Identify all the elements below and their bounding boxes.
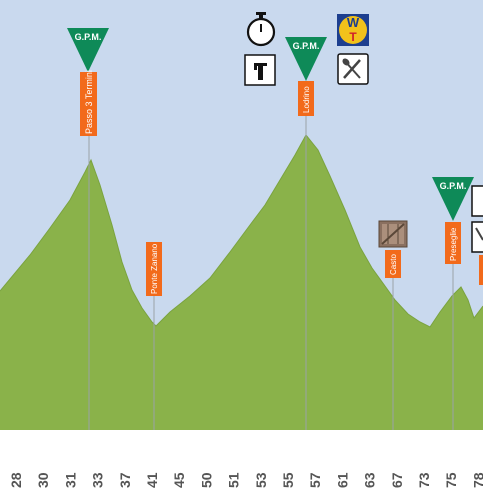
km-tick-label: 37 <box>117 472 133 488</box>
km-tick-label: 50 <box>198 472 214 488</box>
gpm-marker-1: G.P.M. <box>67 28 109 72</box>
km-tick-label: 33 <box>90 472 106 488</box>
feed-zone-icon <box>337 53 369 85</box>
gpm-triangle-icon <box>285 37 327 81</box>
km-tick-label: 51 <box>226 472 242 488</box>
place-label-text: Ponte Zanano <box>150 243 159 294</box>
gpm-label: G.P.M. <box>293 41 320 51</box>
km-axis-ticks: 28 30 31 33 37 41 45 50 51 53 55 57 61 63 67 73 75 78 <box>8 472 483 488</box>
place-label-text: Lodrino <box>302 86 311 113</box>
gpm-marker-3: G.P.M. <box>432 177 474 221</box>
place-label-text: Passo 3 Termini <box>84 70 94 134</box>
gpm-label: G.P.M. <box>440 181 467 191</box>
gpm-label: G.P.M. <box>75 32 102 42</box>
km-tick-label: 28 <box>8 472 24 488</box>
km-tick-label: 30 <box>35 472 51 488</box>
place-label-casto: Casto <box>385 250 401 278</box>
place-label-box <box>445 222 461 264</box>
km-tick-label: 31 <box>62 472 78 488</box>
km-tick-label: 45 <box>171 472 187 488</box>
place-label-text: Casto <box>389 254 398 275</box>
km-tick-label: 73 <box>416 472 432 488</box>
place-label-ponte-zanano: Ponte Zanano <box>146 242 162 296</box>
place-label-passo-3-termini: Passo 3 Termini <box>80 70 97 136</box>
svg-text:W: W <box>347 15 360 30</box>
svg-text:T: T <box>349 30 357 44</box>
gpm-triangle-icon <box>67 28 109 72</box>
km-tick-label: 55 <box>280 472 296 488</box>
level-crossing-icon <box>378 220 408 248</box>
km-tick-label: 78 <box>470 472 483 488</box>
km-tick-label: 41 <box>144 472 160 488</box>
km-tick-label: 61 <box>334 472 350 488</box>
place-label-box <box>298 81 314 116</box>
marker-lines <box>88 116 454 430</box>
terrain-profile <box>0 135 483 430</box>
km-tick-label: 75 <box>443 472 459 488</box>
place-label-box <box>385 250 401 278</box>
wt-logo-icon: W T <box>337 14 369 46</box>
terrain-ridge-line <box>0 134 483 328</box>
km-tick-label: 57 <box>307 472 323 488</box>
intermediate-sprint-icon <box>244 54 276 86</box>
km-tick-label: 53 <box>253 472 269 488</box>
gpm-marker-2: G.P.M. <box>285 37 327 81</box>
place-label-lodrino: Lodrino <box>298 81 314 116</box>
place-label-box <box>146 242 162 296</box>
place-label-box-cut <box>479 255 483 285</box>
place-label-box <box>80 72 97 136</box>
stopwatch-icon <box>246 12 276 47</box>
place-label-text: Preseglie <box>449 227 458 261</box>
km-tick-label: 63 <box>362 472 378 488</box>
km-axis-band <box>0 430 483 500</box>
gpm-triangle-icon <box>432 177 474 221</box>
feed-zone-icon-cut <box>471 185 483 253</box>
place-label-preseglie: Preseglie <box>445 222 461 264</box>
km-tick-label: 67 <box>389 472 405 488</box>
